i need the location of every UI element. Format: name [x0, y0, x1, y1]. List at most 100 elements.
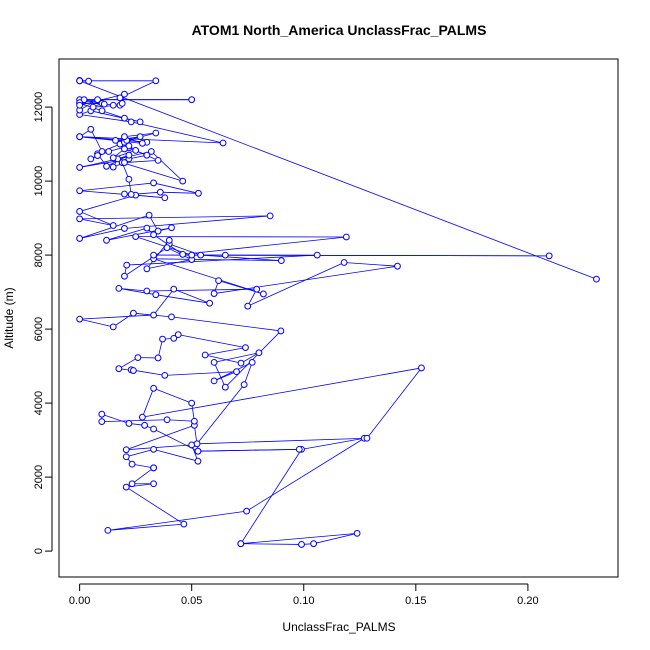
data-point — [240, 381, 248, 389]
series-segment — [101, 110, 125, 119]
series-segment — [79, 218, 114, 226]
data-point — [98, 148, 106, 155]
series-segment — [79, 182, 154, 192]
data-point — [179, 177, 187, 185]
data-point — [105, 148, 113, 155]
data-point — [418, 364, 425, 372]
series-segment — [90, 129, 103, 152]
series-segment — [79, 136, 143, 144]
data-point — [125, 175, 133, 183]
series-segment — [213, 362, 226, 388]
series-segment — [240, 532, 358, 545]
y-axis-label: Altitude (m) — [2, 287, 16, 348]
series-segment — [153, 182, 199, 194]
data-point — [87, 125, 95, 133]
series-segment — [118, 357, 139, 370]
series-segment — [225, 330, 282, 388]
y-axis: 0 2000 4000 6000 8000 10000 12000 — [33, 92, 53, 554]
data-point — [134, 354, 142, 361]
series-segment — [79, 314, 154, 320]
data-point — [545, 252, 553, 260]
series-segment — [205, 354, 242, 364]
series-segment — [247, 262, 345, 307]
y-tick-label: 12000 — [33, 92, 45, 123]
chart-title: ATOM1 North_America UnclassFrac_PALMS — [192, 22, 487, 38]
data-point — [121, 90, 128, 98]
data-point — [152, 129, 160, 137]
data-point — [109, 101, 117, 109]
data-point — [128, 480, 136, 488]
series-segment — [153, 288, 175, 316]
series-segment — [146, 288, 257, 292]
series-segment — [113, 312, 134, 328]
data-point — [122, 453, 130, 461]
data-point — [152, 291, 160, 299]
series-segment — [106, 227, 147, 241]
data-point — [116, 94, 124, 102]
data-point — [168, 224, 175, 232]
series-segment — [126, 486, 185, 525]
data-point — [76, 215, 84, 223]
data-point — [150, 179, 157, 187]
data-point — [94, 152, 101, 159]
data-point — [295, 445, 303, 453]
data-point — [109, 163, 117, 171]
series-segment — [200, 254, 282, 262]
series-segment — [153, 448, 199, 462]
data-point — [170, 285, 178, 293]
data-point — [154, 156, 162, 164]
x-tick-label: 0.20 — [517, 595, 538, 607]
data-point — [150, 425, 157, 433]
data-point — [76, 77, 84, 85]
data-point — [127, 118, 135, 126]
data-point — [163, 416, 171, 424]
series-segment — [79, 215, 271, 220]
series-segment — [106, 227, 172, 241]
data-point — [143, 151, 151, 159]
data-point — [221, 251, 229, 259]
series-segment — [153, 258, 264, 295]
series-segment — [214, 352, 260, 363]
data-point — [170, 334, 178, 342]
data-point — [161, 371, 169, 379]
data-point — [313, 251, 321, 259]
plot-border — [58, 58, 619, 578]
data-point — [122, 483, 130, 491]
y-tick-label: 8000 — [33, 243, 45, 267]
data-point — [195, 189, 202, 197]
data-point — [150, 480, 157, 488]
data-point — [76, 187, 84, 195]
data-point — [132, 233, 140, 241]
data-point — [255, 349, 263, 357]
data-point — [143, 265, 151, 273]
data-point — [76, 164, 84, 171]
series-segment — [213, 371, 237, 382]
data-point — [104, 526, 112, 534]
data-point — [243, 507, 251, 515]
series-segment — [79, 136, 224, 144]
data-point — [150, 311, 157, 319]
data-point — [136, 118, 144, 126]
data-point — [121, 225, 128, 232]
data-point — [138, 413, 146, 421]
series-lines — [79, 80, 597, 545]
y-tick-label: 6000 — [33, 317, 45, 341]
data-point — [310, 540, 318, 548]
data-point — [136, 133, 144, 141]
data-point — [121, 133, 128, 141]
data-point — [150, 231, 157, 239]
series-segment — [101, 419, 168, 422]
series-segment — [243, 362, 253, 385]
data-point — [128, 460, 136, 468]
series-segment — [193, 425, 199, 452]
data-point — [150, 464, 157, 472]
data-point — [190, 417, 198, 425]
data-point — [194, 447, 202, 455]
data-point — [130, 309, 137, 317]
x-axis-label: UnclassFrac_PALMS — [282, 620, 395, 634]
data-point — [109, 222, 117, 229]
series-points — [76, 77, 600, 548]
series-segment — [171, 316, 281, 332]
data-point — [123, 261, 131, 269]
data-point — [206, 299, 214, 307]
